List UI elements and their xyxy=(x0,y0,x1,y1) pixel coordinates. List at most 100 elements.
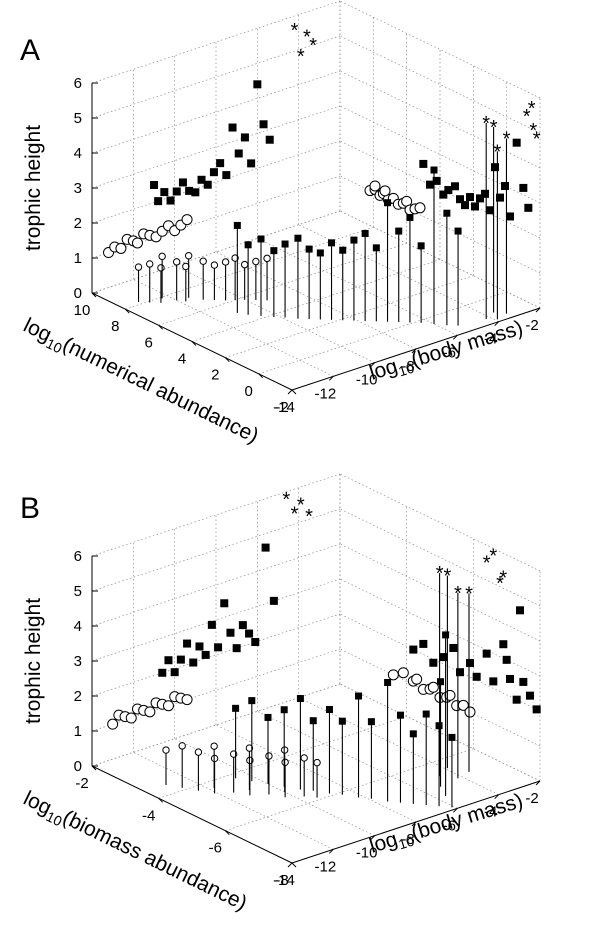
series-square xyxy=(150,80,533,326)
x-tick-mark xyxy=(328,848,334,854)
x-axis-label: log10(body mass) xyxy=(367,316,527,387)
y-tick-mark xyxy=(291,862,297,868)
data-point-square xyxy=(454,227,462,235)
data-point-square xyxy=(350,236,358,244)
data-point-square xyxy=(395,227,403,235)
x-axis-label-sub: 10 xyxy=(396,833,416,853)
floor-grid-x xyxy=(257,238,458,336)
x-tick-label: -14 xyxy=(273,399,295,416)
y-tick-label: 4 xyxy=(178,351,186,368)
y-tick-label: 6 xyxy=(144,334,152,351)
y-axis-label-sub: 10 xyxy=(44,335,65,356)
wall-projection-square xyxy=(228,123,237,132)
floor-grid-x xyxy=(174,265,375,363)
data-point-circle xyxy=(162,746,170,754)
data-point-square xyxy=(316,249,324,257)
x-tick-label: -10 xyxy=(356,372,378,389)
wall-projection-square xyxy=(471,202,479,211)
y-tick-mark xyxy=(258,373,264,379)
data-point-square xyxy=(409,730,417,738)
data-point-star: * xyxy=(490,117,498,139)
data-point-square xyxy=(233,221,241,229)
wall-projection-square xyxy=(501,182,509,191)
data-point-square xyxy=(417,242,425,250)
wall-grid-z xyxy=(339,473,541,572)
series-star: ************ xyxy=(282,489,507,779)
z-tick-label: 4 xyxy=(74,145,82,162)
data-point-square xyxy=(270,247,278,255)
z-tick-label: 5 xyxy=(74,110,82,127)
wall-projection-star: * xyxy=(529,120,537,142)
wall-projection-square xyxy=(482,649,491,658)
panel-letter: B xyxy=(20,492,40,525)
x-tick-label: -8 xyxy=(401,358,414,375)
y-tick-mark xyxy=(158,324,164,330)
x-tick-label: -14 xyxy=(273,872,295,889)
wall-projection-square xyxy=(439,190,448,199)
wall-projection-star: * xyxy=(297,46,305,68)
series-circle xyxy=(107,667,476,798)
data-point-square xyxy=(338,717,346,725)
wall-projection-square xyxy=(519,183,528,192)
wall-projection-square xyxy=(265,135,274,144)
floor-grid-x xyxy=(298,697,499,795)
wall-projection-star: * xyxy=(297,494,305,516)
wall-projection-square xyxy=(472,672,481,681)
wall-projection-square xyxy=(429,658,438,667)
data-point-circle xyxy=(210,261,219,269)
data-point-square xyxy=(232,704,240,712)
floor-grid-x xyxy=(174,738,375,836)
data-point-square xyxy=(325,706,333,714)
x-tick-label: -10 xyxy=(356,845,378,862)
y-axis-line xyxy=(91,765,293,864)
data-point-square xyxy=(328,239,336,247)
wall-projection-square xyxy=(426,180,434,189)
wall-projection-circle xyxy=(115,242,127,254)
data-point-square xyxy=(305,245,313,253)
data-point-square xyxy=(443,209,451,217)
data-point-circle xyxy=(313,758,321,767)
x-tick-label: -12 xyxy=(314,385,336,402)
wall-projection-square xyxy=(451,182,459,191)
z-tick-label: 0 xyxy=(74,285,82,302)
data-point-square xyxy=(396,711,404,719)
y-tick-label: 2 xyxy=(211,367,219,384)
data-point-circle xyxy=(231,254,239,262)
wall-projection-circle xyxy=(131,237,143,249)
wall-projection-square xyxy=(191,188,200,197)
wall-projection-square xyxy=(444,186,453,195)
wall-projection-square xyxy=(178,178,187,187)
z-tick-label: 3 xyxy=(74,653,82,670)
wall-projection-square xyxy=(166,196,175,205)
wall-projection-square xyxy=(491,163,499,172)
z-tick-label: 1 xyxy=(74,250,82,267)
wall-projection-square xyxy=(259,120,268,129)
y-axis-label-sub: 10 xyxy=(44,808,65,829)
data-point-square xyxy=(281,240,289,248)
x-tick-mark xyxy=(370,362,376,368)
z-tick-label: 4 xyxy=(74,618,82,635)
x-tick-label: -8 xyxy=(401,831,414,848)
data-point-circle xyxy=(134,263,143,271)
wall-projection-square xyxy=(154,197,163,206)
data-point-square xyxy=(280,706,288,714)
wall-projection-square xyxy=(183,639,192,648)
wall-projection-square xyxy=(456,195,464,204)
wall-projection-square xyxy=(512,695,521,704)
x-tick-mark xyxy=(411,348,417,354)
wall-projection-circle xyxy=(162,700,174,712)
wall-projection-square xyxy=(506,212,514,221)
data-point-star: * xyxy=(444,566,452,588)
wall-projection-square xyxy=(516,606,524,615)
panel-letter: A xyxy=(20,34,40,67)
wall-projection-square xyxy=(238,621,247,630)
wall-projection-circle xyxy=(181,214,193,226)
x-tick-mark xyxy=(452,807,458,813)
wall-projection-square xyxy=(499,640,508,649)
data-point-circle xyxy=(240,260,249,269)
wall-projection-square xyxy=(519,677,528,686)
y-tick-mark xyxy=(124,308,130,314)
wall-projection-square xyxy=(486,206,494,215)
wall-projection-circle xyxy=(369,180,381,192)
